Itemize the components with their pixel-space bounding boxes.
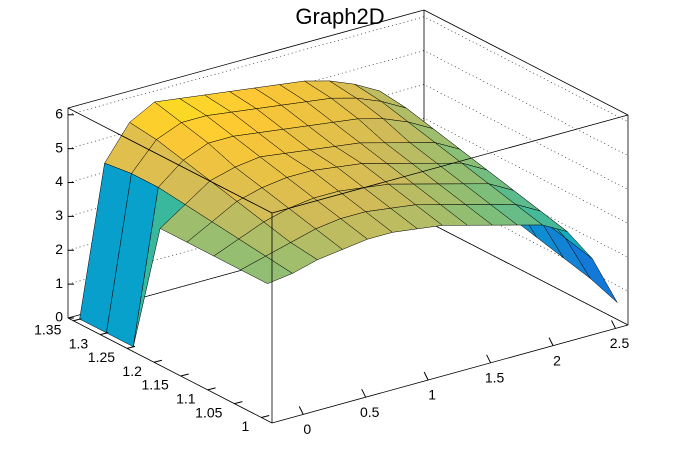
x-tick-label: 0 xyxy=(303,421,311,437)
box-edge xyxy=(67,317,273,424)
z-tick-label: 4 xyxy=(55,173,63,189)
z-tick-label: 1 xyxy=(55,275,63,291)
z-tick-label: 5 xyxy=(55,139,63,155)
x-tick xyxy=(611,320,616,329)
y-tick-label: 1 xyxy=(241,418,249,434)
chart-title: Graph2D xyxy=(295,4,384,29)
surface-cell xyxy=(565,237,618,303)
x-tick-label: 2.5 xyxy=(610,335,630,351)
box-edge xyxy=(67,107,273,214)
box-edge xyxy=(271,114,629,214)
y-tick xyxy=(234,401,243,405)
z-tick-label: 6 xyxy=(55,105,63,121)
y-tick-label: 1.3 xyxy=(69,335,89,351)
y-tick-label: 1.05 xyxy=(195,404,222,420)
x-tick-label: 1 xyxy=(428,387,436,403)
z-tick-label: 3 xyxy=(55,207,63,223)
y-tick xyxy=(261,414,270,418)
y-tick xyxy=(153,359,163,363)
x-tick xyxy=(548,337,554,346)
x-tick xyxy=(423,371,429,381)
box-edge xyxy=(271,324,629,424)
x-tick xyxy=(486,354,492,364)
z-tick-label: 2 xyxy=(55,241,63,257)
box-edge xyxy=(423,9,629,116)
z-tick-label: 0 xyxy=(55,309,63,325)
y-tick-label: 1.25 xyxy=(88,349,115,365)
x-tick-label: 1.5 xyxy=(485,370,505,386)
y-tick-label: 1.15 xyxy=(141,377,168,393)
box-edge xyxy=(67,9,425,109)
surface-cell xyxy=(240,255,294,284)
y-tick-label: 1.1 xyxy=(176,391,196,407)
y-tick xyxy=(126,345,136,349)
y-tick xyxy=(73,318,82,322)
x-tick-label: 0.5 xyxy=(360,404,380,420)
y-tick xyxy=(207,387,216,391)
x-tick xyxy=(361,388,367,398)
y-tick xyxy=(100,332,109,336)
y-tick-label: 1.35 xyxy=(34,321,61,337)
x-tick-label: 2 xyxy=(553,352,561,368)
y-tick-label: 1.2 xyxy=(122,363,142,379)
x-tick xyxy=(298,406,304,415)
y-tick xyxy=(180,373,189,377)
